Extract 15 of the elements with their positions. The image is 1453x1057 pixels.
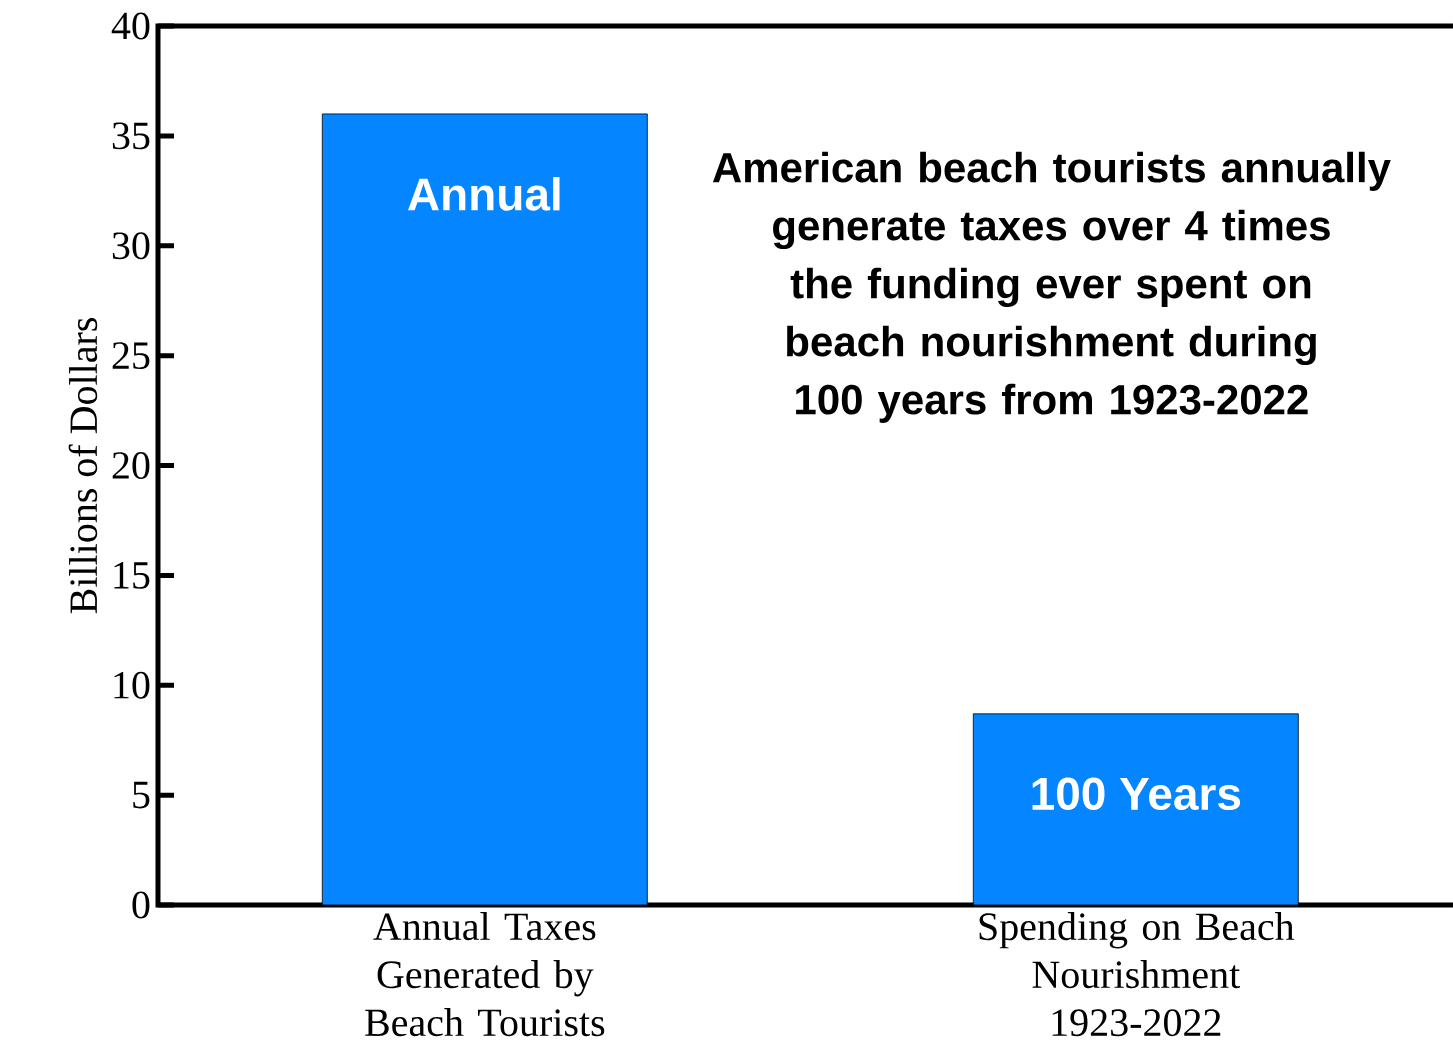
y-axis-title: Billions of Dollars [68,318,98,614]
y-tick-label: 35 [112,122,150,150]
y-tick-label: 15 [114,561,150,589]
annotation: Annual [408,177,560,211]
y-tick-label: 25 [112,342,150,370]
annotation: 100 Years [1032,777,1241,811]
annotation: American beach tourists annually generate taxes over 4 times the funding ever spent on beach nourishment during 100 years from 1923-2022 [712,151,1391,423]
x-tick-label: Annual Taxes Generated by Beach Tourists [365,912,605,1037]
y-tick-label: 30 [112,232,150,260]
y-tick-label: 20 [112,452,150,479]
y-tick-label: 40 [111,12,150,40]
y-tick-label: 0 [132,891,150,919]
x-tick-label: Spending on Beach Nourishment 1923-2022 [979,912,1295,1037]
y-tick-label: 10 [114,671,150,699]
y-tick-label: 5 [133,781,150,809]
